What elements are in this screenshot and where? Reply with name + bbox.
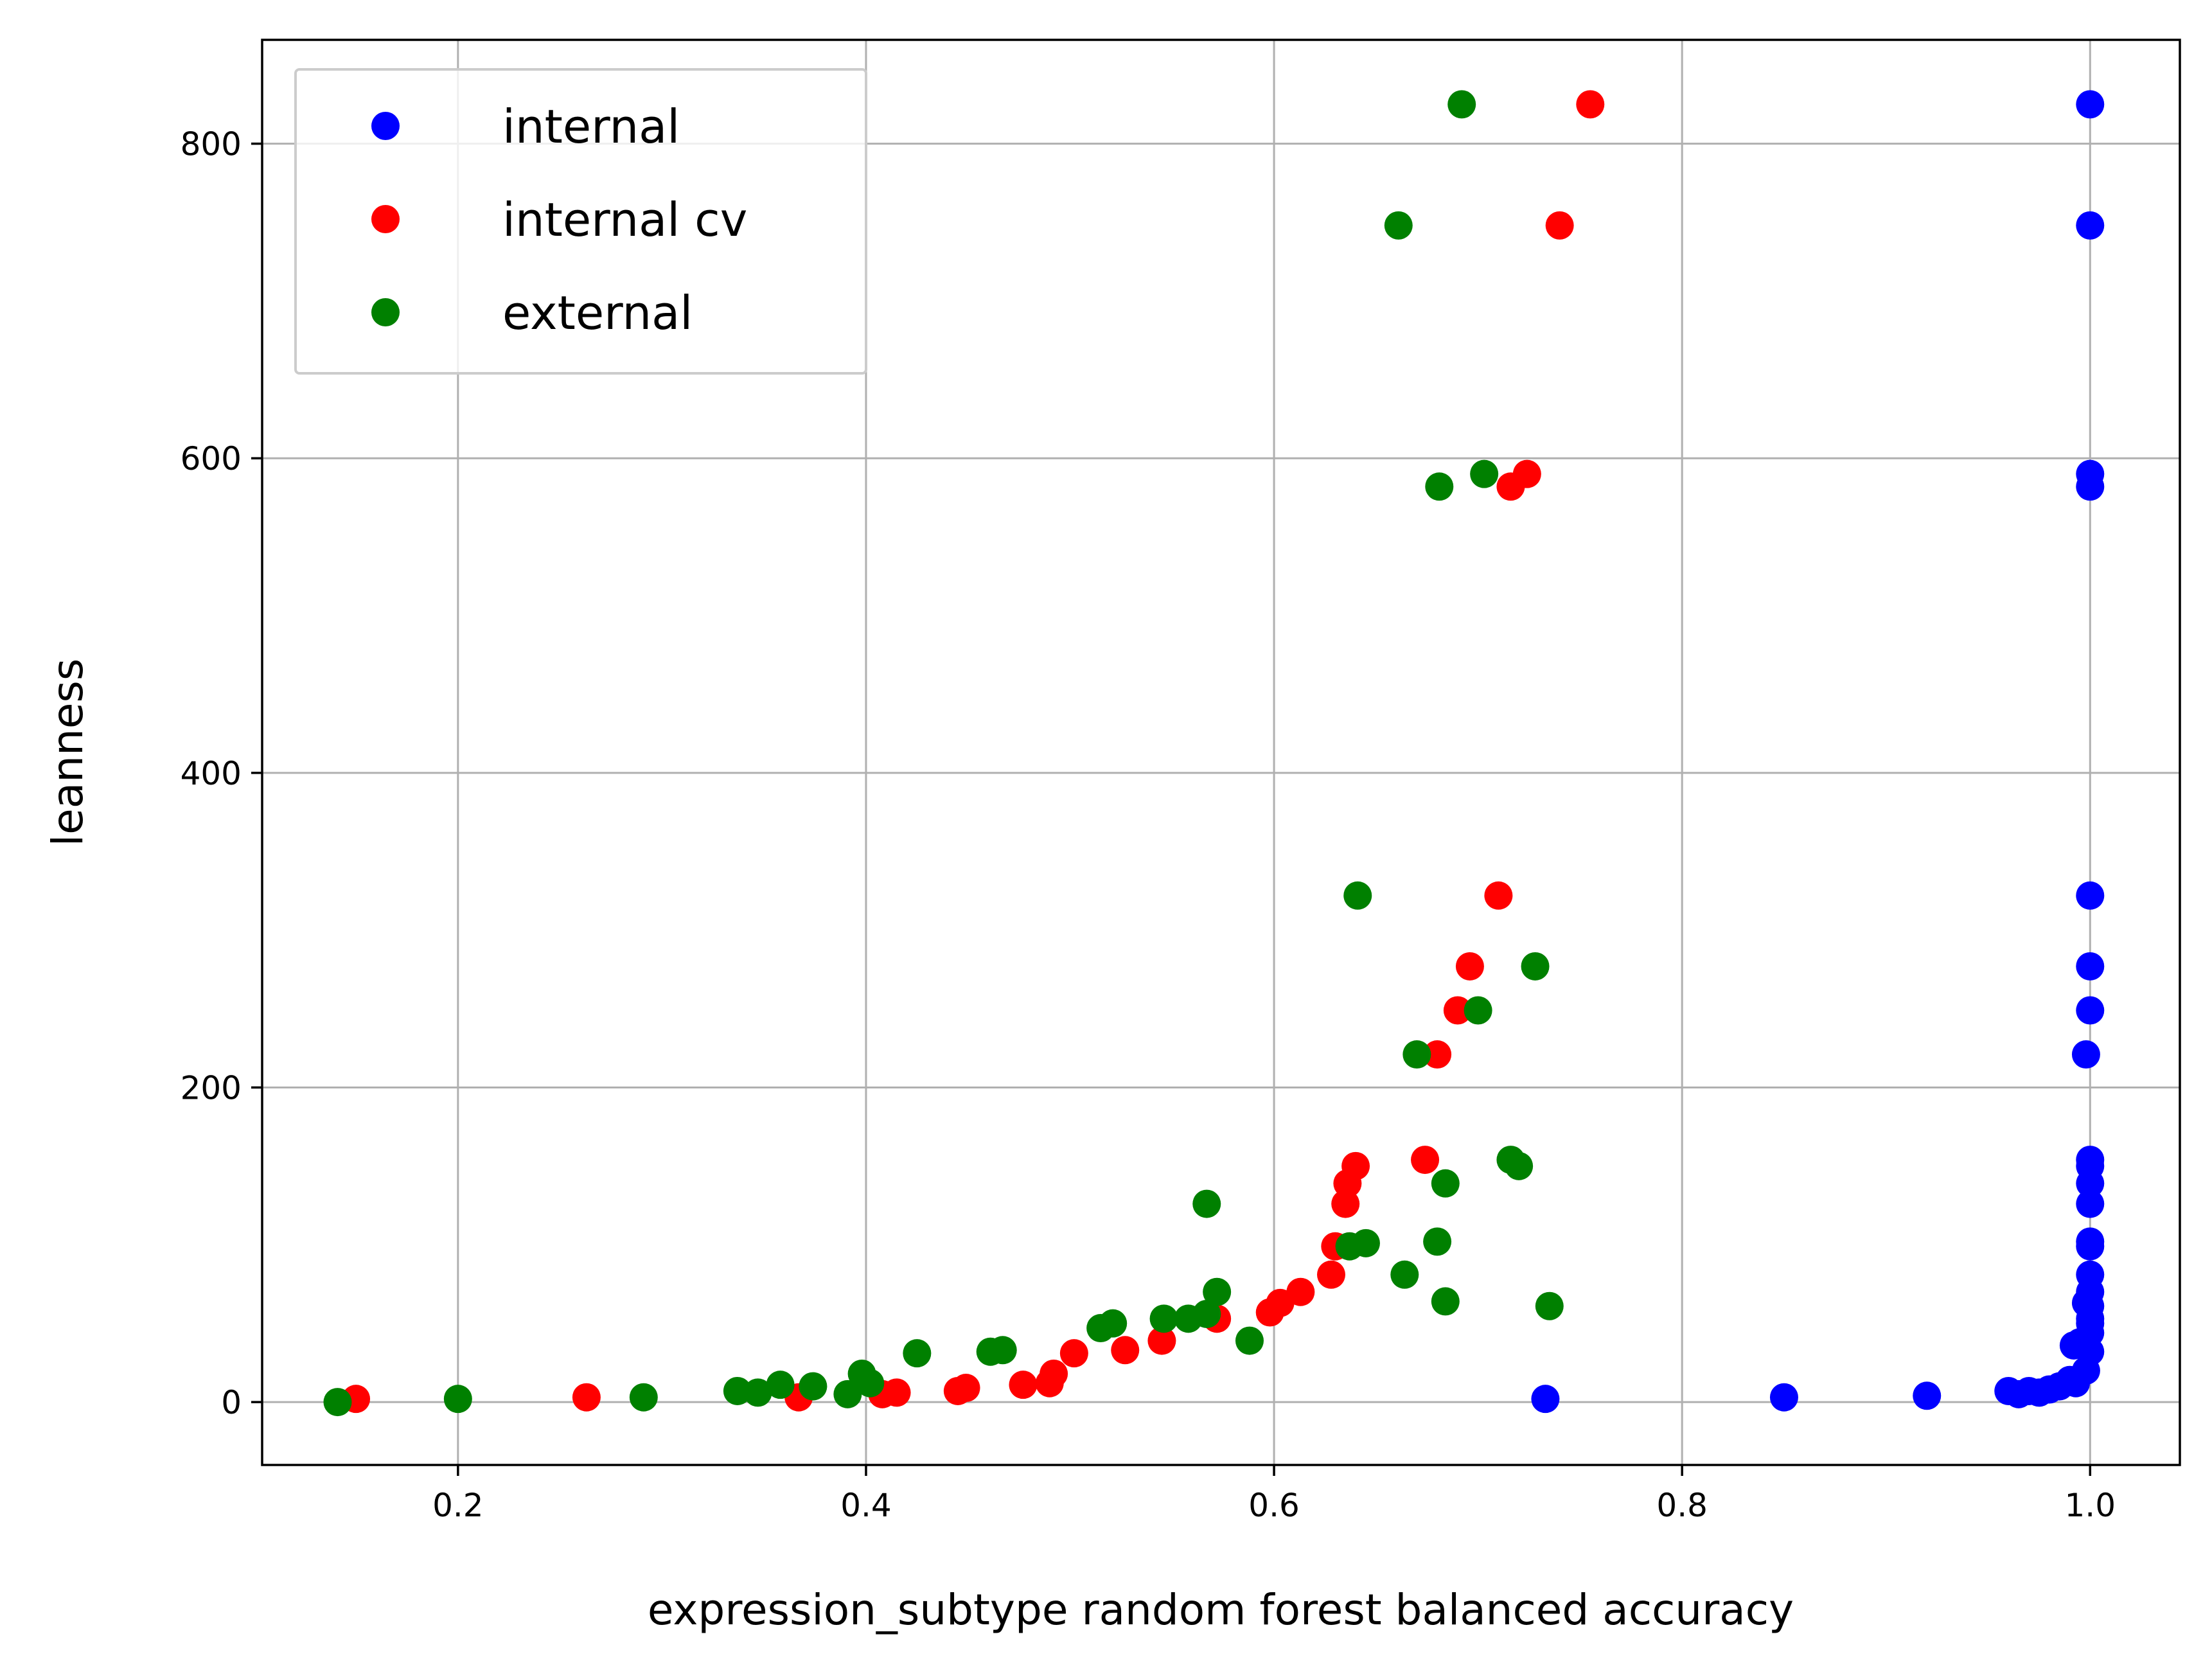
data-point — [1255, 1298, 1284, 1327]
data-point — [1470, 459, 1499, 488]
data-point — [1335, 1232, 1364, 1261]
y-tick-label: 400 — [181, 755, 242, 792]
plot-frame — [261, 39, 2181, 1466]
data-point — [1431, 1169, 1460, 1198]
data-point — [1447, 90, 1476, 119]
data-point — [1174, 1304, 1203, 1333]
data-point — [629, 1383, 658, 1412]
data-point — [1505, 1151, 1534, 1180]
data-point — [2076, 1169, 2105, 1198]
data-point — [1545, 211, 1574, 240]
data-point — [1343, 881, 1372, 910]
data-point — [1149, 1304, 1178, 1333]
y-tick-label: 800 — [181, 126, 242, 163]
data-point — [2062, 1369, 2091, 1398]
data-point — [1147, 1326, 1176, 1355]
legend-marker — [371, 298, 400, 326]
data-point — [1192, 1189, 1221, 1218]
legend-label: internal cv — [502, 193, 747, 247]
data-point — [1235, 1326, 1264, 1355]
data-point — [1496, 472, 1525, 501]
data-point — [943, 1376, 972, 1405]
data-point — [2076, 211, 2105, 240]
data-point — [323, 1388, 352, 1417]
data-point — [1316, 1260, 1345, 1289]
data-point — [1423, 1227, 1452, 1256]
data-point — [1111, 1336, 1140, 1365]
data-point — [443, 1385, 472, 1414]
data-point — [2076, 996, 2105, 1025]
data-point — [1384, 211, 1413, 240]
legend-box — [294, 68, 867, 375]
data-point — [1455, 952, 1484, 980]
data-point — [1521, 952, 1550, 980]
data-point — [1423, 1040, 1452, 1069]
data-point — [976, 1337, 1005, 1366]
data-point — [2076, 1189, 2105, 1218]
series-external — [323, 90, 1564, 1417]
y-axis-ticks: 0 200 400 600 800 — [181, 126, 262, 1421]
x-tick-label: 0.8 — [1656, 1487, 1708, 1524]
data-point — [1484, 881, 1513, 910]
data-point — [2076, 952, 2105, 980]
data-point — [1411, 1146, 1440, 1175]
x-axis-label: expression_subtype random forest balance… — [648, 1585, 1794, 1635]
legend-label: external — [502, 286, 693, 340]
data-point — [1333, 1169, 1362, 1198]
data-point — [1535, 1291, 1564, 1320]
legend: internal internal cv external — [294, 68, 867, 375]
data-point — [2059, 1331, 2088, 1360]
data-point — [856, 1369, 885, 1398]
data-point — [1425, 472, 1454, 501]
data-point — [1390, 1260, 1419, 1289]
legend-marker — [371, 112, 400, 140]
data-point — [1009, 1371, 1038, 1399]
y-axis-label: leanness — [43, 659, 93, 846]
data-point — [766, 1371, 795, 1399]
x-tick-label: 0.4 — [840, 1487, 892, 1524]
data-point — [1464, 996, 1492, 1025]
data-point — [1086, 1314, 1115, 1343]
data-point — [903, 1339, 932, 1368]
data-point — [1531, 1385, 1560, 1414]
data-point — [743, 1378, 772, 1407]
legend-marker — [371, 205, 400, 233]
y-tick-label: 200 — [181, 1069, 242, 1106]
data-point — [1331, 1189, 1360, 1218]
data-points — [323, 90, 2105, 1417]
data-point — [1059, 1339, 1088, 1368]
data-point — [799, 1372, 827, 1401]
data-point — [833, 1380, 862, 1408]
y-tick-label: 0 — [221, 1384, 242, 1421]
data-point — [2076, 1232, 2105, 1261]
y-tick-label: 600 — [181, 440, 242, 477]
x-tick-label: 1.0 — [2065, 1487, 2116, 1524]
data-point — [723, 1376, 752, 1405]
data-point — [2076, 90, 2105, 119]
x-tick-label: 0.2 — [432, 1487, 484, 1524]
data-point — [1576, 90, 1605, 119]
data-point — [2071, 1040, 2100, 1069]
data-point — [1994, 1376, 2023, 1405]
data-point — [2076, 881, 2105, 910]
data-point — [1443, 996, 1472, 1025]
legend-label: internal — [502, 100, 680, 154]
data-point — [1431, 1287, 1460, 1316]
data-point — [572, 1383, 601, 1412]
data-point — [1203, 1277, 1232, 1306]
data-point — [2076, 472, 2105, 501]
x-axis-ticks: 0.2 0.4 0.6 0.8 1.0 — [432, 1465, 2116, 1524]
data-point — [1913, 1381, 1942, 1410]
x-tick-label: 0.6 — [1248, 1487, 1300, 1524]
data-point — [1035, 1369, 1064, 1398]
data-point — [1402, 1040, 1431, 1069]
series-internal — [1531, 90, 2105, 1414]
data-point — [1769, 1383, 1798, 1412]
